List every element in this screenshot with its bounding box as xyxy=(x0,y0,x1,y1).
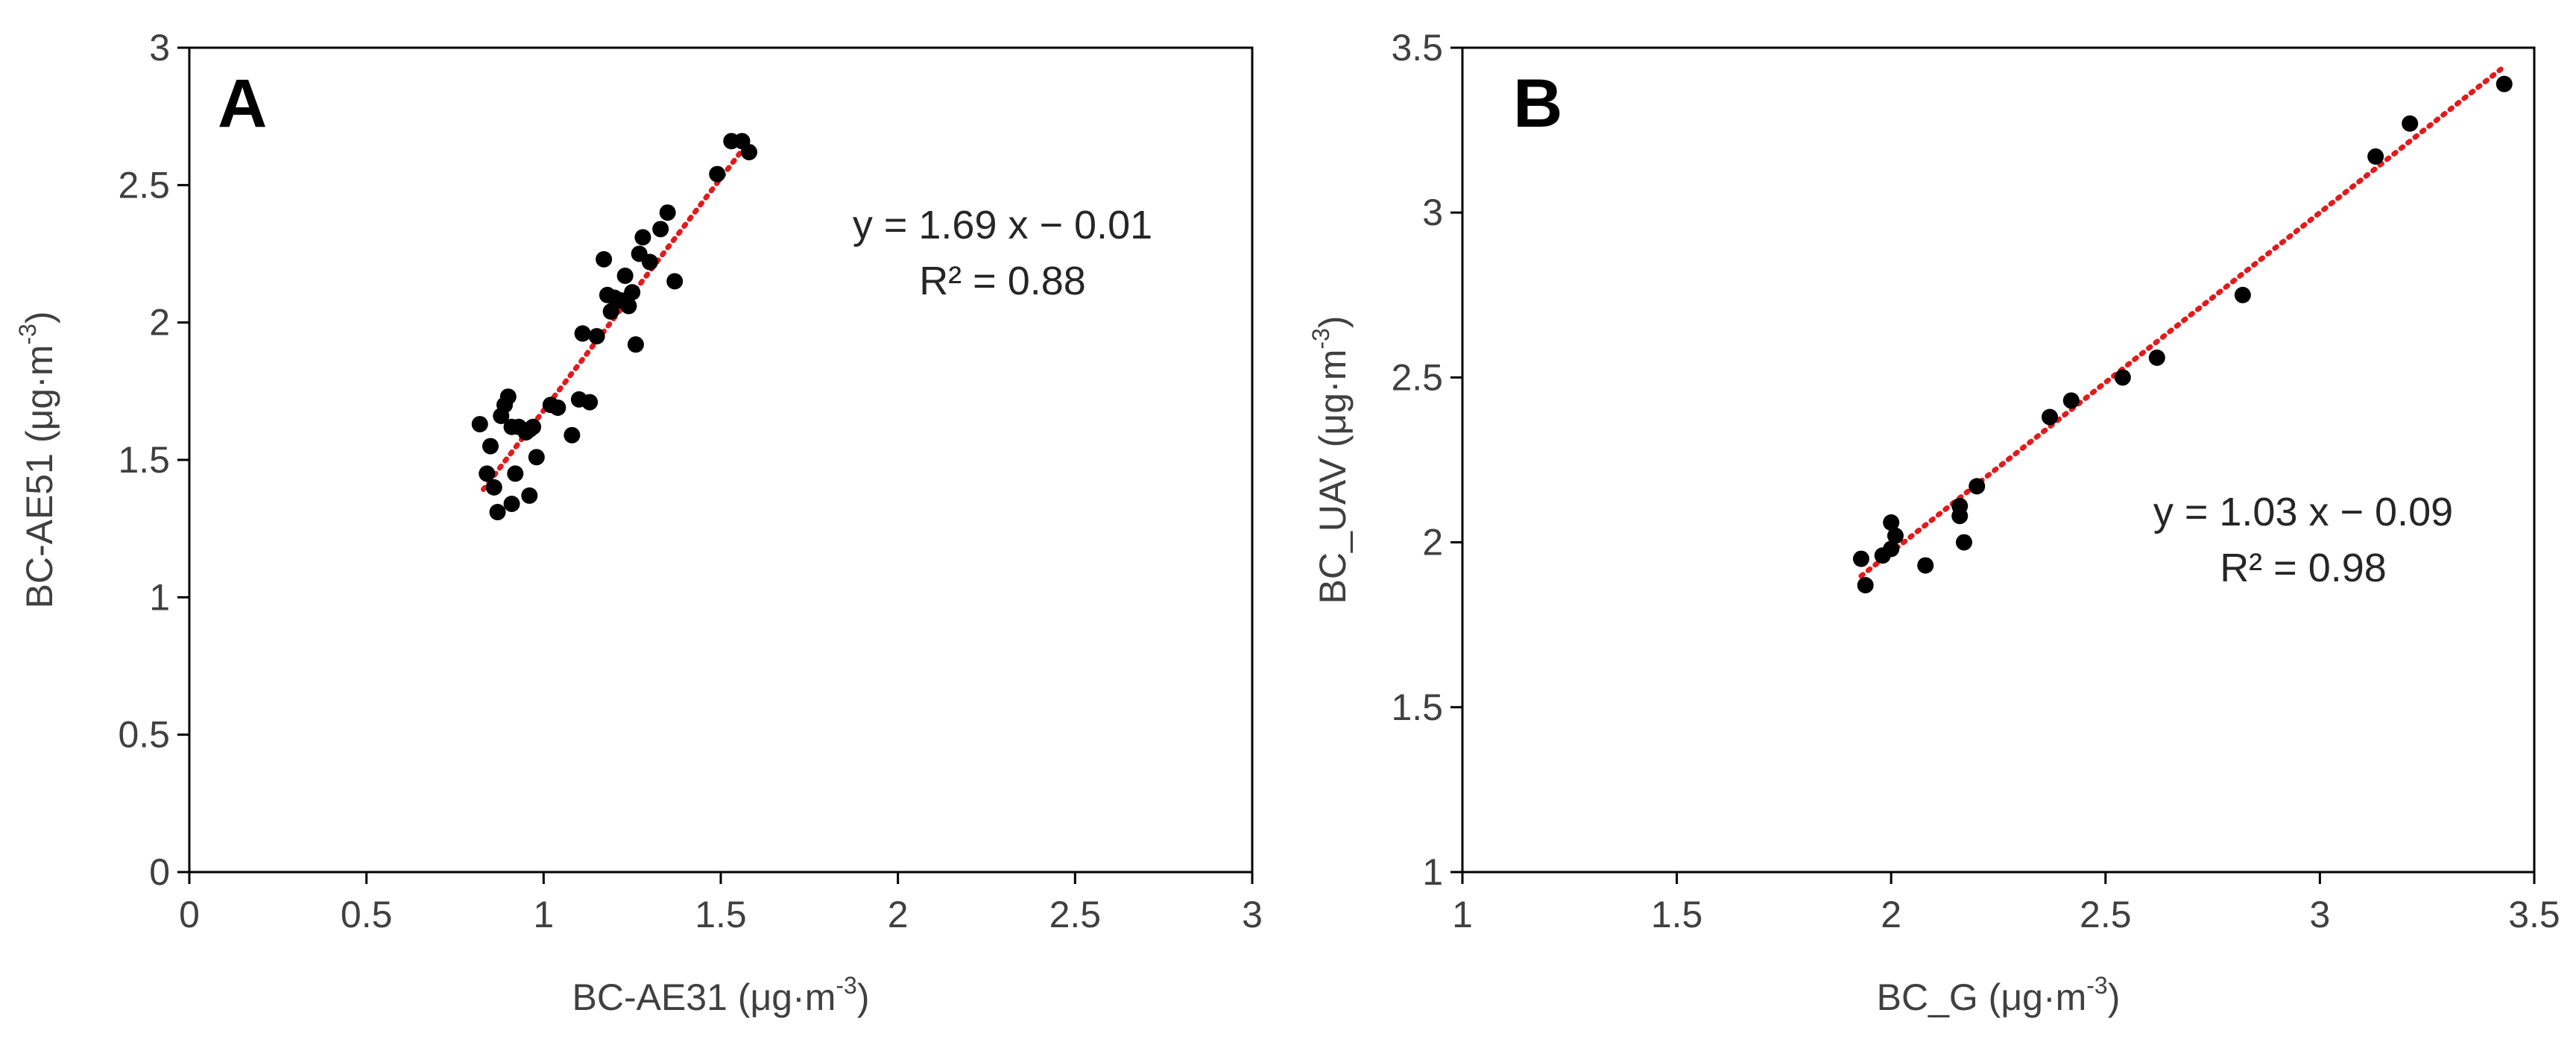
data-point-b xyxy=(1883,514,1900,531)
data-point-b xyxy=(2114,369,2131,386)
data-point-b xyxy=(1852,550,1869,567)
x-axis-title-b: BC_G (μg·m-3) xyxy=(1877,972,2121,1018)
data-point-a xyxy=(659,204,676,221)
data-point-a xyxy=(528,449,545,466)
data-point-b xyxy=(1917,557,1934,574)
trendline-b xyxy=(1858,63,2507,579)
data-point-a xyxy=(499,388,517,405)
data-point-a xyxy=(549,399,566,416)
data-point-a xyxy=(521,487,538,504)
regression-equation-a: y = 1.69 x − 0.01 xyxy=(853,203,1152,247)
x-tick-label-b: 3 xyxy=(2309,894,2330,935)
data-point-a xyxy=(581,394,599,411)
x-tick-label-a: 2 xyxy=(888,894,909,935)
x-tick-label-a: 1 xyxy=(533,894,554,935)
y-tick-label-b: 3.5 xyxy=(1391,27,1443,69)
data-point-a xyxy=(641,253,658,271)
data-point-a xyxy=(588,328,605,345)
y-tick-label-a: 1.5 xyxy=(118,439,170,481)
data-point-a xyxy=(482,438,499,455)
data-point-a xyxy=(634,229,651,246)
data-point-b xyxy=(2234,286,2251,303)
y-tick-label-a: 0.5 xyxy=(118,714,170,756)
r-squared-a: R² = 0.88 xyxy=(919,259,1086,303)
data-point-a xyxy=(525,418,542,435)
y-tick-label-a: 0 xyxy=(149,851,170,893)
x-tick-label-b: 2 xyxy=(1881,894,1901,935)
data-point-a xyxy=(479,465,496,482)
y-axis-title-b: BC_UAV (μg·m-3) xyxy=(1307,316,1354,604)
data-point-a xyxy=(574,325,591,342)
data-point-a xyxy=(485,479,502,496)
x-tick-label-b: 1 xyxy=(1452,894,1473,935)
data-point-b xyxy=(2062,392,2080,409)
y-axis-title-a: BC-AE51 (μg·m-3) xyxy=(14,312,60,609)
plot-frame-b xyxy=(1461,46,2536,874)
data-point-b xyxy=(1857,577,1874,594)
x-axis-title-a: BC-AE31 (μg·m-3) xyxy=(572,972,870,1018)
x-tick-label-a: 0.5 xyxy=(341,894,393,935)
y-tick-label-b: 1 xyxy=(1422,851,1443,893)
y-tick-label-a: 1 xyxy=(149,576,170,618)
y-tick-label-a: 2 xyxy=(149,302,170,344)
data-point-b xyxy=(1887,527,1904,544)
data-point-a xyxy=(741,144,758,161)
regression-equation-b: y = 1.03 x − 0.09 xyxy=(2153,490,2453,534)
y-tick-label-a: 2.5 xyxy=(118,164,170,206)
data-point-a xyxy=(471,416,488,433)
data-point-a xyxy=(602,303,619,320)
data-point-a xyxy=(627,336,644,353)
x-tick-label-a: 0 xyxy=(179,894,200,935)
y-tick-label-b: 3 xyxy=(1422,192,1443,233)
data-point-b xyxy=(2402,115,2419,132)
data-point-a xyxy=(616,267,634,284)
data-point-a xyxy=(709,165,726,183)
y-tick-label-b: 2 xyxy=(1422,522,1443,563)
panel-letter-b: B xyxy=(1513,66,1562,142)
data-point-a xyxy=(489,504,506,521)
r-squared-b: R² = 0.98 xyxy=(2220,546,2387,590)
x-tick-label-a: 3 xyxy=(1242,894,1263,935)
data-point-b xyxy=(1883,540,1900,558)
x-tick-label-b: 2.5 xyxy=(2080,894,2132,935)
panel-a: 0 0.5 1 1.5 2 2.5 3 0 0.5 1 1.5 2 2.5 3 BC-AE31 (μg·m-… xyxy=(14,27,1263,1018)
data-point-a xyxy=(666,273,684,290)
data-point-a xyxy=(620,297,637,315)
x-tick-label-a: 2.5 xyxy=(1049,894,1102,935)
data-point-a xyxy=(564,426,581,443)
data-point-b xyxy=(2496,75,2513,92)
panel-letter-a: A xyxy=(218,66,267,142)
data-point-b xyxy=(1969,478,1986,495)
data-point-a xyxy=(507,465,524,482)
x-tick-label-a: 1.5 xyxy=(695,894,747,935)
y-tick-label-a: 3 xyxy=(149,27,170,69)
data-point-b xyxy=(2367,148,2384,165)
data-point-a xyxy=(596,250,613,268)
data-point-b xyxy=(2148,349,2165,366)
x-tick-label-b: 1.5 xyxy=(1651,894,1703,935)
data-point-b xyxy=(1951,508,1969,525)
data-point-a xyxy=(624,284,641,301)
data-point-a xyxy=(652,221,669,238)
y-tick-label-b: 2.5 xyxy=(1391,356,1443,398)
x-tick-label-b: 3.5 xyxy=(2508,894,2560,935)
data-point-b xyxy=(2042,408,2059,426)
y-tick-label-b: 1.5 xyxy=(1391,686,1443,728)
data-point-a xyxy=(503,495,520,512)
panel-b: 1 1.5 2 2.5 3 3.5 1 1.5 2 2.5 3 3.5 BC_G (μg·m-3) BC_… xyxy=(1307,27,2560,1018)
data-point-b xyxy=(1955,534,1972,551)
